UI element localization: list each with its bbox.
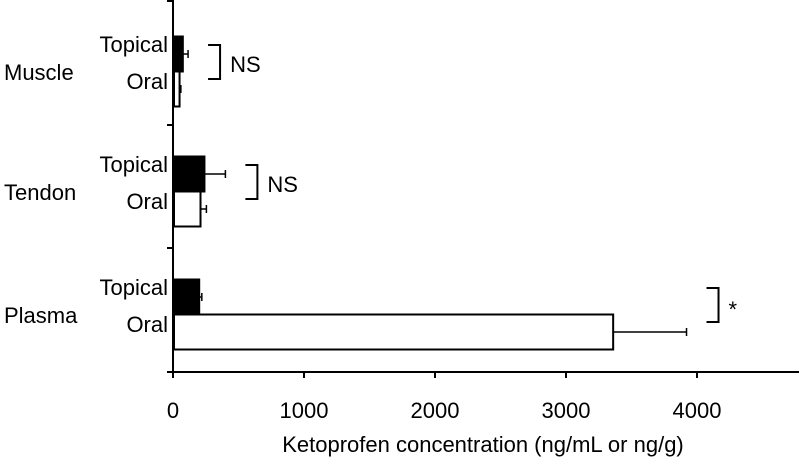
bar-label: Topical bbox=[100, 32, 168, 57]
x-tick-label: 3000 bbox=[542, 398, 591, 423]
x-tick-label: 4000 bbox=[673, 398, 722, 423]
x-axis-title: Ketoprofen concentration (ng/mL or ng/g) bbox=[282, 432, 684, 457]
bar-label: Topical bbox=[100, 152, 168, 177]
group-label: Tendon bbox=[4, 180, 76, 205]
significance-bracket bbox=[706, 287, 720, 323]
group-label: Muscle bbox=[4, 60, 74, 85]
significance-bracket bbox=[208, 44, 222, 80]
bar bbox=[173, 70, 181, 108]
labels: 0 1000 2000 3000 4000 Muscle Topical Oral NS Tend… bbox=[4, 32, 738, 423]
significance-bracket bbox=[245, 164, 259, 200]
bar bbox=[173, 313, 615, 351]
bar-label: Oral bbox=[126, 312, 168, 337]
bar bbox=[173, 35, 184, 73]
bar-label: Oral bbox=[126, 69, 168, 94]
bar bbox=[173, 190, 202, 228]
x-tick-label: 0 bbox=[167, 398, 179, 423]
x-tick-label: 1000 bbox=[280, 398, 329, 423]
significance-label: * bbox=[729, 297, 738, 322]
bar-label: Topical bbox=[100, 275, 168, 300]
significance-label: NS bbox=[230, 52, 261, 77]
significance-label: NS bbox=[267, 172, 298, 197]
group-label: Plasma bbox=[4, 303, 78, 328]
bar bbox=[173, 278, 201, 316]
bars bbox=[173, 35, 720, 351]
bar-label: Oral bbox=[126, 189, 168, 214]
x-tick-label: 2000 bbox=[411, 398, 460, 423]
bar bbox=[173, 155, 206, 193]
